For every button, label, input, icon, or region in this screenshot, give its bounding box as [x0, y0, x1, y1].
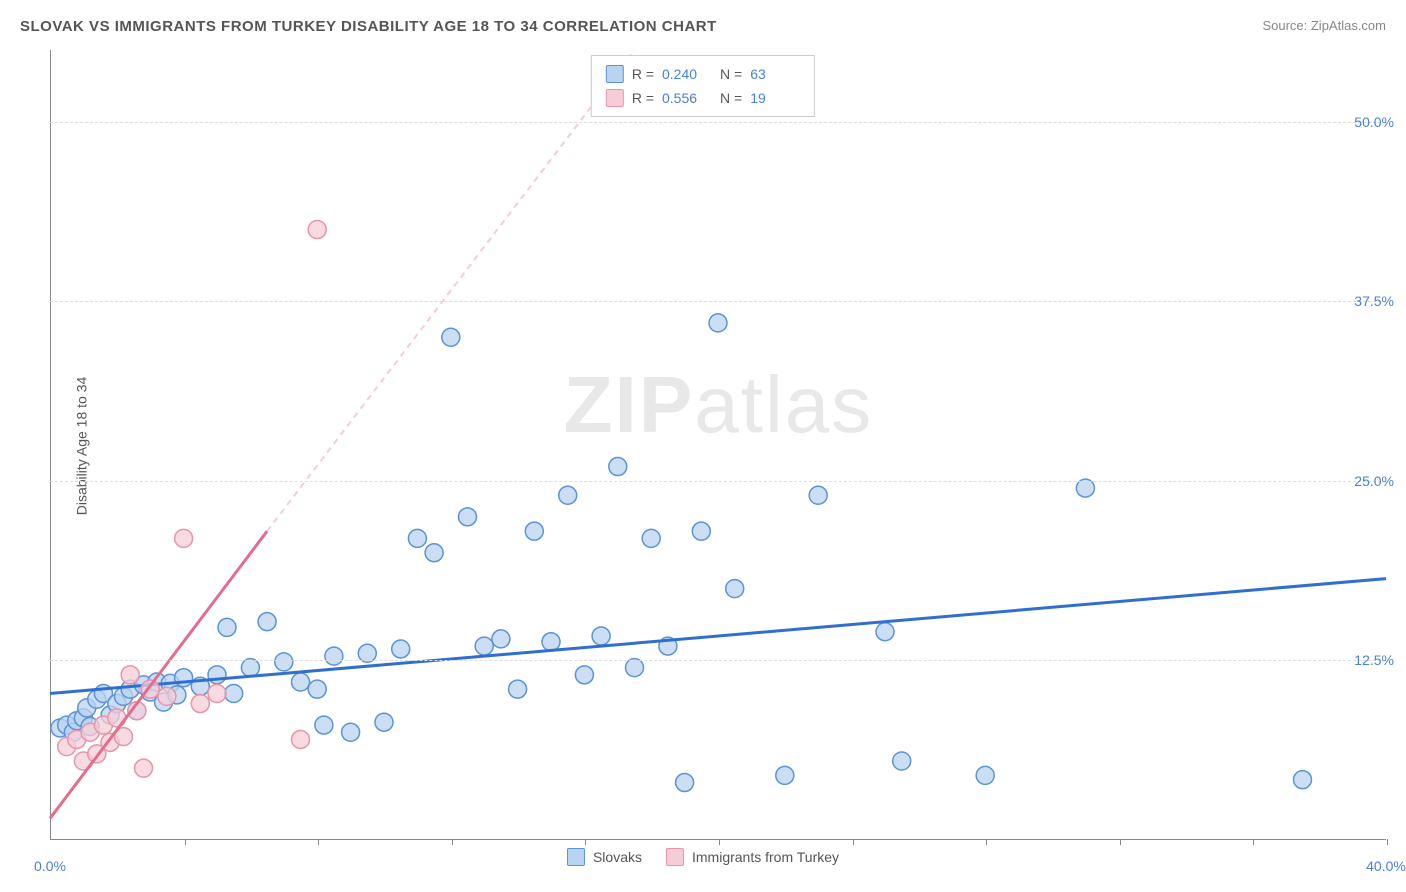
data-point	[726, 580, 744, 598]
y-tick-label: 12.5%	[1354, 652, 1394, 668]
data-point	[492, 630, 510, 648]
legend-swatch	[606, 65, 624, 83]
trend-line-solid	[50, 531, 267, 818]
data-point	[408, 529, 426, 547]
data-point	[121, 666, 139, 684]
x-tick-label: 40.0%	[1366, 858, 1406, 874]
data-point	[175, 529, 193, 547]
data-point	[158, 687, 176, 705]
legend-row: R = 0.240 N = 63	[606, 62, 800, 86]
legend-r-label: R =	[632, 62, 654, 86]
data-point	[809, 486, 827, 504]
legend-r-value: 0.556	[662, 86, 712, 110]
data-point	[559, 486, 577, 504]
data-point	[542, 633, 560, 651]
data-point	[876, 623, 894, 641]
legend-swatch	[666, 848, 684, 866]
data-point	[292, 730, 310, 748]
trend-line	[50, 579, 1386, 694]
data-point	[1294, 771, 1312, 789]
data-point	[292, 673, 310, 691]
gridline	[50, 122, 1386, 123]
gridline	[50, 481, 1386, 482]
legend-row: R = 0.556 N = 19	[606, 86, 800, 110]
data-point	[392, 640, 410, 658]
legend-swatch	[567, 848, 585, 866]
data-point	[709, 314, 727, 332]
x-tick	[1387, 839, 1388, 845]
data-point	[642, 529, 660, 547]
x-tick-label: 0.0%	[34, 858, 66, 874]
data-point	[442, 328, 460, 346]
data-point	[976, 766, 994, 784]
data-point	[592, 627, 610, 645]
data-point	[425, 544, 443, 562]
data-point	[459, 508, 477, 526]
legend-n-label: N =	[720, 86, 742, 110]
data-point	[135, 759, 153, 777]
legend-swatch	[606, 89, 624, 107]
gridline	[50, 301, 1386, 302]
legend-n-label: N =	[720, 62, 742, 86]
series-legend-label: Immigrants from Turkey	[692, 849, 839, 865]
data-point	[609, 458, 627, 476]
series-legend-item: Slovaks	[567, 848, 642, 866]
source-link[interactable]: ZipAtlas.com	[1311, 18, 1386, 33]
data-point	[258, 613, 276, 631]
series-legend-label: Slovaks	[593, 849, 642, 865]
data-point	[275, 653, 293, 671]
legend-n-value: 19	[750, 86, 800, 110]
data-point	[315, 716, 333, 734]
data-point	[208, 684, 226, 702]
data-point	[308, 680, 326, 698]
data-point	[225, 684, 243, 702]
data-point	[676, 774, 694, 792]
data-point	[575, 666, 593, 684]
data-point	[776, 766, 794, 784]
chart-title: SLOVAK VS IMMIGRANTS FROM TURKEY DISABIL…	[20, 18, 717, 35]
y-tick-label: 25.0%	[1354, 473, 1394, 489]
source-prefix: Source:	[1262, 18, 1310, 33]
legend-r-label: R =	[632, 86, 654, 110]
y-tick-label: 50.0%	[1354, 114, 1394, 130]
gridline	[50, 660, 1386, 661]
series-legend: Slovaks Immigrants from Turkey	[567, 848, 839, 866]
stats-legend: R = 0.240 N = 63 R = 0.556 N = 19	[591, 55, 815, 117]
source-attribution: Source: ZipAtlas.com	[1262, 18, 1386, 33]
legend-r-value: 0.240	[662, 62, 712, 86]
series-legend-item: Immigrants from Turkey	[666, 848, 839, 866]
data-point	[475, 637, 493, 655]
scatter-svg	[50, 50, 1386, 840]
data-point	[191, 695, 209, 713]
data-point	[325, 647, 343, 665]
data-point	[342, 723, 360, 741]
data-point	[308, 221, 326, 239]
data-point	[375, 713, 393, 731]
data-point	[218, 618, 236, 636]
data-point	[893, 752, 911, 770]
data-point	[525, 522, 543, 540]
y-tick-label: 37.5%	[1354, 293, 1394, 309]
data-point	[692, 522, 710, 540]
data-point	[509, 680, 527, 698]
legend-n-value: 63	[750, 62, 800, 86]
